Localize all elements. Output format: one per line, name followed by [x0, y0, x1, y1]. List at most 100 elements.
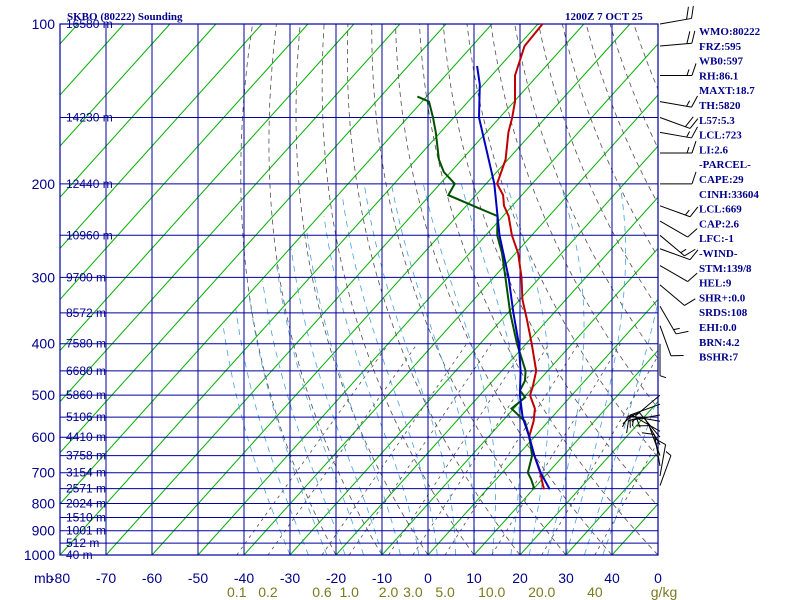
- height-label: 8572 m: [66, 306, 106, 320]
- wind-barb-feather: [691, 95, 698, 108]
- isotherm-lines: [60, 24, 658, 555]
- height-label: 16580 m: [66, 17, 113, 31]
- height-label: 5106 m: [66, 410, 106, 424]
- wind-barb-shaft: [659, 284, 685, 306]
- temperature-label: 40: [604, 570, 620, 586]
- sounding-index: MAXT:18.7: [699, 85, 755, 97]
- sounding-index: CAPE:29: [699, 174, 744, 186]
- pressure-label: 700: [32, 465, 56, 481]
- wind-barb: [659, 234, 696, 257]
- pressure-label: 500: [32, 387, 56, 403]
- wind-barb-shaft: [635, 394, 661, 417]
- mixing-ratio-label: 20.0: [528, 584, 555, 600]
- moist-adiabat-line: [290, 248, 383, 555]
- wind-barb-shaft: [659, 305, 677, 335]
- height-labels: 16580 m 14230 m 12440 m 10960 m 9700 m 8572 m…: [66, 17, 113, 562]
- wind-barb: [659, 95, 698, 108]
- mixing-ratio-line: [594, 440, 658, 555]
- isotherm-line: [60, 24, 355, 352]
- wind-barb: [659, 343, 667, 379]
- temperature-label: 0: [654, 570, 662, 586]
- wind-barb: [659, 205, 699, 218]
- sounding-index: TH:5820: [699, 100, 741, 112]
- isotherm-line: [60, 24, 401, 403]
- height-label: 12440 m: [66, 177, 113, 191]
- height-label: 6680 m: [66, 364, 106, 378]
- temperature-label: -20: [326, 570, 346, 586]
- height-label: 40 m: [66, 548, 93, 562]
- mixing-ratio-line: [267, 343, 418, 555]
- wind-barb: [659, 220, 698, 238]
- temperature-label: 20: [512, 570, 528, 586]
- isotherm-line: [151, 24, 631, 555]
- moist-adiabat-line: [222, 325, 291, 555]
- wind-barb-half-feather: [686, 131, 691, 138]
- pressure-label: 1000: [24, 547, 55, 563]
- sounding-index: BSHR:7: [699, 352, 739, 364]
- mixing-ratio-label: 10.0: [478, 584, 505, 600]
- wind-barb-feather: [654, 438, 666, 445]
- temperature-axis-labels: -80 -70 -60 -50 -40 -30 -20 -10 0 10 20 30 40 0: [50, 570, 662, 586]
- y-unit-label: mb: [34, 570, 54, 586]
- wind-barb-feather: [684, 248, 696, 257]
- wind-barb-shaft: [659, 234, 685, 257]
- temperature-label: 0: [424, 570, 432, 586]
- wind-barb: [659, 265, 698, 282]
- moist-adiabat-line: [363, 183, 456, 555]
- wind-barb-feather: [689, 118, 699, 129]
- isotherm-line: [381, 247, 658, 555]
- temperature-label: 30: [558, 570, 574, 586]
- wind-barb-half-feather: [686, 69, 690, 76]
- isotherm-line: [197, 43, 658, 555]
- wind-barb-feather: [689, 249, 699, 260]
- mixing-ratio-label: 2.0: [379, 584, 399, 600]
- wind-barb-half-feather: [665, 451, 672, 456]
- parcel-line: [476, 65, 551, 490]
- pressure-grid: [59, 23, 659, 556]
- sounding-index: LCL:669: [699, 204, 742, 216]
- wind-barb-shaft: [659, 325, 672, 356]
- wind-barb-feather: [691, 171, 697, 185]
- wind-barb: [659, 248, 699, 261]
- sounding-index: LI:2.6: [699, 144, 729, 156]
- pressure-label: 100: [32, 16, 56, 32]
- sounding-index: STM:139/8: [699, 263, 752, 275]
- moist-adiabat-line: [262, 281, 346, 555]
- wind-barb: [660, 140, 697, 154]
- wind-barb: [659, 126, 698, 139]
- isotherm-line: [105, 24, 585, 555]
- mixing-ratio-label: 5.0: [435, 584, 455, 600]
- pressure-label: 600: [32, 429, 56, 445]
- moist-adiabat-line: [460, 183, 521, 555]
- wind-barb: [659, 30, 696, 47]
- wind-barb-shaft: [653, 434, 661, 467]
- wind-barb-feather: [626, 420, 629, 434]
- wind-barb: [660, 63, 697, 76]
- mixing-ratio-labels: 0.1 0.2 0.6 1.0 2.0 3.0 5.0 10.0 20.0 40 g/kg: [227, 584, 677, 600]
- wind-barb-half-feather: [686, 146, 690, 154]
- wind-barb-feather: [689, 206, 699, 218]
- wind-barb: [636, 425, 661, 456]
- sounding-indices: WMO:80222 FRZ:595 WB0:597 RH:86.1 MAXT:18.7 T…: [699, 26, 761, 364]
- mixing-ratio-line: [388, 343, 528, 555]
- wind-barb-shaft: [648, 425, 661, 456]
- mixing-ratio-lines: [236, 343, 658, 555]
- isotherm-line: [565, 452, 658, 555]
- isotherm-line: [60, 24, 539, 555]
- isotherm-line: [60, 24, 493, 505]
- isotherm-line: [427, 298, 658, 555]
- pressure-label: 900: [32, 523, 56, 539]
- isotherm-line: [519, 400, 658, 555]
- mixing-ratio-label: 0.2: [258, 584, 278, 600]
- height-label: 3758 m: [66, 449, 106, 463]
- wind-barb-feather: [691, 140, 697, 154]
- wind-barb-feather: [675, 330, 689, 335]
- wind-barb: [660, 171, 697, 185]
- wind-barb-feather: [641, 432, 655, 436]
- sounding-index: CINH:33604: [699, 189, 759, 201]
- wind-barb: [659, 305, 689, 335]
- wind-barb-shaft: [659, 17, 692, 25]
- sounding-index: CAP:2.6: [699, 218, 740, 230]
- wind-barb-shaft: [659, 265, 688, 282]
- sounding-index: SRDS:108: [699, 307, 748, 319]
